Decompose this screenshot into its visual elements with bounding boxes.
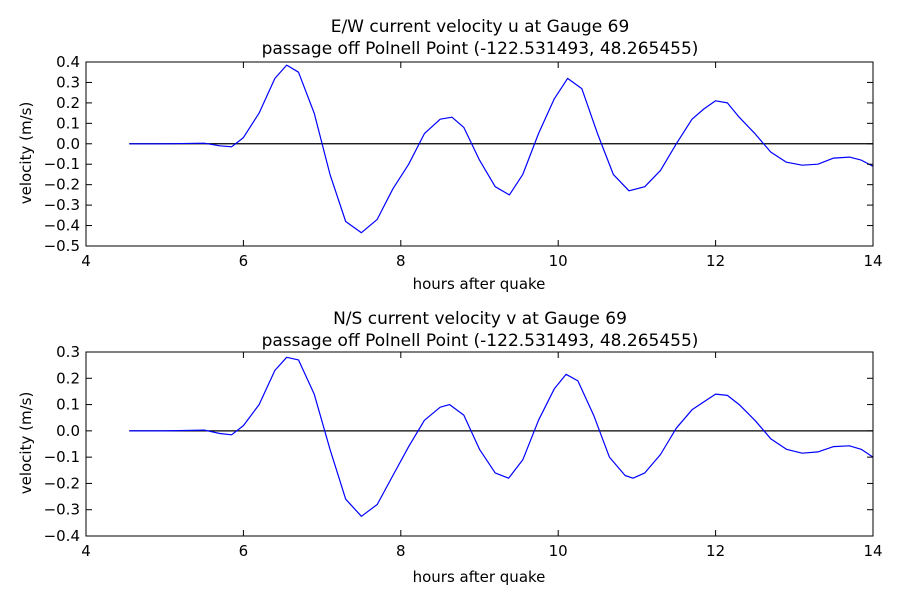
x-tick-label: 4 — [81, 252, 91, 270]
series-line — [129, 356, 874, 517]
chart-title-line2: passage off Polnell Point (-122.531493, … — [262, 39, 699, 59]
ew-velocity-chart: E/W current velocity u at Gauge 69 passa… — [17, 17, 883, 293]
y-axis-label: velocity (m/s) — [17, 102, 35, 205]
chart-title-line1: N/S current velocity v at Gauge 69 — [333, 309, 627, 329]
y-tick-label: −0.4 — [44, 527, 80, 545]
x-tick-label: 12 — [706, 542, 725, 560]
plot-frame — [85, 61, 874, 247]
x-tick-label: 14 — [863, 252, 882, 270]
y-tick-label: −0.2 — [44, 176, 80, 194]
y-tick-label: 0.1 — [56, 396, 80, 414]
x-tick-label: 8 — [396, 542, 406, 560]
y-tick-label: −0.2 — [44, 474, 80, 492]
x-tick-label: 10 — [549, 252, 568, 270]
x-axis-label: hours after quake — [413, 275, 546, 293]
x-tick-label: 4 — [81, 542, 91, 560]
y-tick-label: 0.0 — [56, 135, 80, 153]
ns-velocity-chart: N/S current velocity v at Gauge 69 passa… — [17, 309, 883, 586]
y-tick-label: 0.4 — [56, 53, 80, 71]
y-tick-label: 0.3 — [56, 343, 80, 361]
chart-title-line2: passage off Polnell Point (-122.531493, … — [262, 331, 699, 351]
x-tick-label: 10 — [549, 542, 568, 560]
y-tick-label: 0.0 — [56, 422, 80, 440]
y-tick-label: 0.2 — [56, 94, 80, 112]
y-tick-label: −0.4 — [44, 217, 80, 235]
y-tick-label: 0.3 — [56, 73, 80, 91]
y-tick-label: 0.2 — [56, 369, 80, 387]
y-tick-label: −0.3 — [44, 196, 80, 214]
y-tick-label: −0.1 — [44, 448, 80, 466]
chart-title-line1: E/W current velocity u at Gauge 69 — [331, 17, 630, 37]
x-tick-label: 6 — [239, 542, 249, 560]
x-tick-label: 14 — [863, 542, 882, 560]
plot-frame — [85, 351, 874, 537]
x-axis-label: hours after quake — [413, 568, 546, 586]
y-tick-label: −0.1 — [44, 155, 80, 173]
x-tick-label: 12 — [706, 252, 725, 270]
x-tick-label: 6 — [239, 252, 249, 270]
y-axis-label: velocity (m/s) — [17, 392, 35, 495]
y-tick-label: −0.5 — [44, 237, 80, 255]
series-line — [129, 64, 874, 234]
y-tick-label: 0.1 — [56, 114, 80, 132]
x-tick-label: 8 — [396, 252, 406, 270]
y-tick-label: −0.3 — [44, 501, 80, 519]
